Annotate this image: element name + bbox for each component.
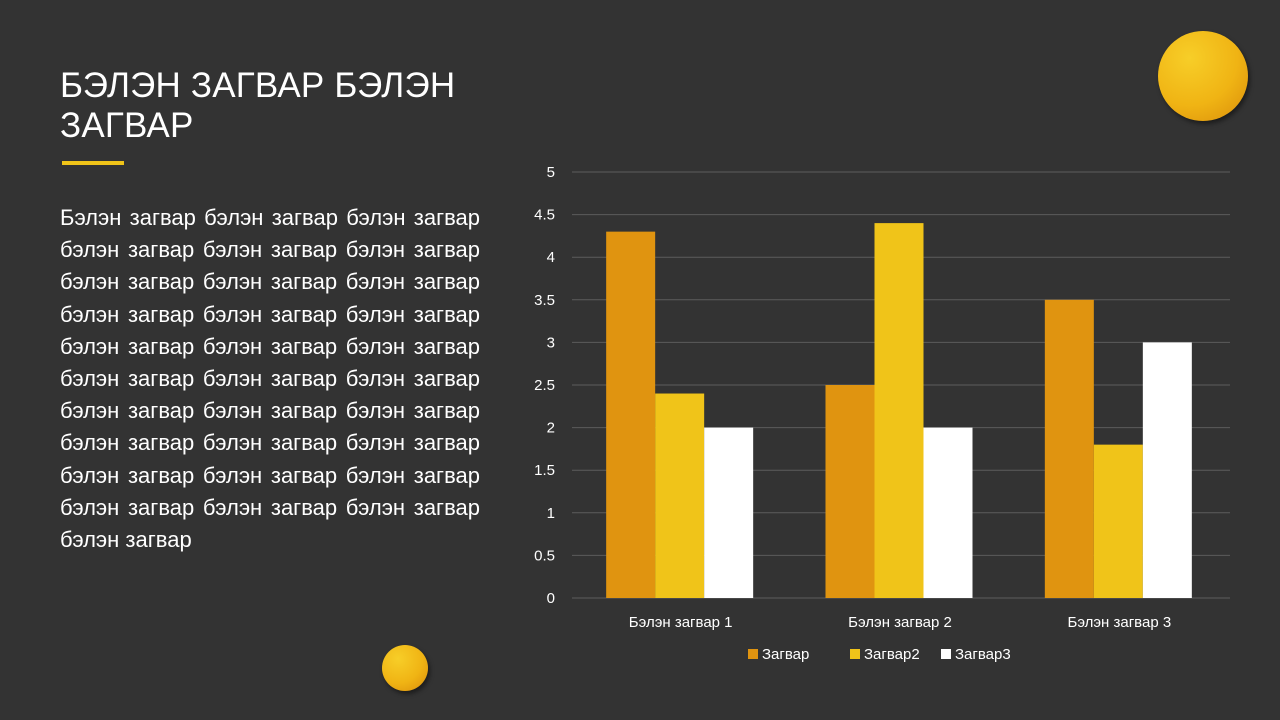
y-tick-label: 5	[547, 164, 555, 181]
y-tick-label: 3	[547, 334, 555, 351]
y-tick-label: 1.5	[534, 462, 555, 479]
bar-1-2	[825, 385, 875, 598]
bar-3-2	[923, 427, 973, 598]
x-axis-labels: Бэлэн загвар 1 Бэлэн загвар 2 Бэлэн загвар…	[629, 614, 1171, 631]
legend-swatch	[850, 649, 860, 659]
slide-title: БЭЛЭН ЗАГВАР БЭЛЭН ЗАГВАР	[60, 66, 456, 145]
bar-2-3	[1093, 444, 1143, 598]
legend-label: Загвар2	[864, 646, 920, 663]
legend-label: Загвар3	[955, 646, 1011, 663]
bar-chart: 00.511.522.533.544.55 Бэлэн загвар 1 Бэлэ…	[534, 164, 1230, 663]
bar-2-2	[874, 223, 924, 598]
y-tick-label: 1	[547, 505, 555, 522]
y-tick-label: 0	[547, 590, 555, 607]
bar-3-1	[704, 427, 754, 598]
y-tick-label: 4.5	[534, 207, 555, 224]
bar-3-3	[1142, 342, 1192, 598]
y-axis-labels: 0 0.5 1 1.5 2 2.5 3 3.5 4 4.5 5	[534, 164, 555, 607]
y-tick-label: 2.5	[534, 377, 555, 394]
body-text: Бэлэн загвар бэлэн загвар бэлэн загвар б…	[60, 205, 480, 553]
bar-2-1	[655, 393, 705, 598]
y-tick-label: 4	[547, 249, 555, 266]
decorative-orb-large	[1158, 31, 1248, 121]
x-tick-label: Бэлэн загвар 2	[848, 614, 952, 631]
y-tick-label: 3.5	[534, 292, 555, 309]
y-tick-label: 0.5	[534, 547, 555, 564]
title-accent-line	[62, 161, 124, 165]
x-tick-label: Бэлэн загвар 1	[629, 614, 733, 631]
legend-label: Загвар	[762, 646, 809, 663]
legend: Загвар Загвар2 Загвар3	[748, 646, 1011, 663]
decorative-orb-small	[382, 645, 428, 691]
legend-swatch	[748, 649, 758, 659]
x-tick-label: Бэлэн загвар 3	[1067, 614, 1171, 631]
legend-swatch	[941, 649, 951, 659]
bars	[606, 223, 1192, 598]
y-tick-label: 2	[547, 420, 555, 437]
bar-1-3	[1044, 299, 1094, 598]
bar-1-1	[606, 231, 656, 598]
